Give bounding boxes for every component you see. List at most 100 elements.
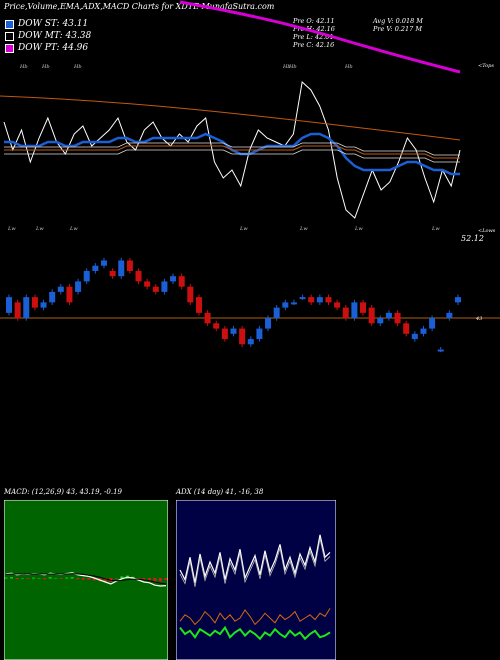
- lows-label: <Lows: [478, 228, 496, 234]
- candle-body: [316, 297, 323, 303]
- candle-body: [100, 260, 107, 266]
- adx-title: ADX (14 day) 41, -16, 38: [176, 488, 264, 496]
- candle-body: [31, 297, 38, 308]
- macd-title: MACD: (12,26,9) 43, 43.19, -0.19: [4, 488, 122, 496]
- candle-body: [394, 312, 401, 324]
- candle-body: [213, 323, 220, 329]
- last-value-label: 52.12: [461, 234, 484, 243]
- candle-body: [6, 297, 12, 313]
- stat-avg-volume: Avg V: 0.018 M: [373, 17, 423, 25]
- candle-body: [152, 286, 159, 292]
- stat-prev-close: Pre C: 42.16: [293, 41, 335, 49]
- candle-body: [221, 328, 228, 340]
- macd-histogram-bar: [147, 578, 151, 581]
- legend-item-dow-mt: DOW MT: 43.38: [5, 31, 91, 41]
- overlay-oscillator: [3, 81, 461, 219]
- macd-histogram-bar: [158, 578, 162, 582]
- candle-body: [437, 349, 444, 352]
- adx-panel: [176, 500, 336, 660]
- bottom-tick: Lw: [239, 226, 248, 232]
- macd-histogram-bar: [10, 577, 14, 579]
- candle-body: [377, 318, 384, 324]
- stat-prev-open: Pre O: 42.11: [293, 17, 335, 25]
- candle-body: [75, 281, 82, 292]
- overlay-ema-slow: [4, 145, 460, 159]
- overlay-resistance-curve: [0, 95, 461, 141]
- macd-histogram-bar: [48, 577, 52, 579]
- candle-body: [403, 323, 410, 334]
- macd-panel: [4, 500, 168, 660]
- macd-histogram-bar: [164, 578, 168, 581]
- stat-prev-volume: Pre V: 0.217 M: [373, 25, 423, 33]
- candle-body: [187, 286, 194, 303]
- macd-histogram-bar: [43, 578, 47, 580]
- candle-body: [411, 333, 418, 340]
- legend-item-dow-pt: DOW PT: 44.96: [5, 43, 88, 53]
- macd-histogram-bar: [103, 578, 107, 582]
- candle-body: [455, 297, 461, 303]
- macd-histogram-bar: [136, 578, 140, 580]
- chart-title: Price,Volume,EMA,ADX,MACD Charts for XDT…: [4, 2, 275, 11]
- macd-histogram-bar: [114, 578, 118, 579]
- macd-histogram-bar: [4, 577, 8, 579]
- candle-body: [446, 312, 453, 319]
- bottom-tick: Lw: [35, 226, 44, 232]
- macd-histogram-bar: [59, 578, 63, 579]
- candle-body: [385, 312, 392, 319]
- macd-histogram-bar: [32, 577, 36, 579]
- candles-layer: [6, 257, 461, 353]
- top-tick: Hb: [41, 64, 50, 70]
- top-tick: Hb: [19, 64, 28, 70]
- candle-body: [247, 339, 254, 345]
- candle-body: [109, 270, 116, 277]
- candle-body: [161, 281, 168, 292]
- bottom-tick: Lw: [69, 226, 78, 232]
- macd-histogram-bar: [65, 577, 69, 579]
- indicator-overlay-layer: [0, 81, 461, 219]
- macd-histogram-bar: [37, 578, 41, 579]
- macd-histogram-bar: [76, 578, 80, 580]
- candle-body: [334, 302, 341, 308]
- long-trend-layer: [179, 0, 461, 74]
- candle-body: [429, 318, 436, 329]
- macd-histogram-bar: [21, 578, 25, 579]
- candle-body: [118, 260, 125, 277]
- overlay-envelope-lower: [4, 142, 460, 156]
- legend-swatch-dow-pt: [5, 43, 14, 53]
- macd-histogram-bar: [54, 578, 58, 579]
- candle-body: [14, 302, 21, 319]
- candle-body: [256, 328, 263, 340]
- bottom-tick: Lw: [299, 226, 308, 232]
- candle-body: [273, 307, 280, 319]
- macd-histogram-bar: [87, 578, 91, 580]
- legend-label-dow-st: DOW ST: 43.11: [18, 19, 89, 29]
- legend-swatch-dow-mt: [5, 31, 14, 41]
- macd-histogram-bar: [81, 578, 85, 580]
- macd-histogram-bar: [92, 578, 96, 581]
- minus-di-line: [179, 625, 331, 641]
- candle-body: [83, 270, 90, 282]
- plus-di-line: [179, 608, 331, 626]
- candle-body: [368, 307, 375, 324]
- candle-body: [265, 318, 272, 329]
- adx-lines-layer: [179, 534, 331, 641]
- candle-body: [230, 328, 237, 334]
- candle-body: [170, 276, 177, 282]
- overlay-envelope-upper: [4, 149, 460, 163]
- candle-body: [420, 328, 427, 334]
- candle-body: [49, 291, 56, 303]
- candle-body: [325, 297, 332, 303]
- bottom-tick: Lw: [354, 226, 363, 232]
- stat-prev-low: Pre L: 42.01: [293, 33, 334, 41]
- legend-label-dow-mt: DOW MT: 43.38: [18, 31, 92, 41]
- candle-body: [360, 302, 367, 313]
- adx-line-shadow: [179, 538, 331, 587]
- macd-signal-line: [5, 573, 167, 585]
- candle-body: [135, 270, 142, 282]
- legend-item-dow-st: DOW ST: 43.11: [5, 19, 88, 29]
- candle-body: [126, 260, 133, 271]
- candle-body: [282, 302, 289, 308]
- candle-body: [92, 265, 99, 271]
- top-tick: Hb: [73, 64, 82, 70]
